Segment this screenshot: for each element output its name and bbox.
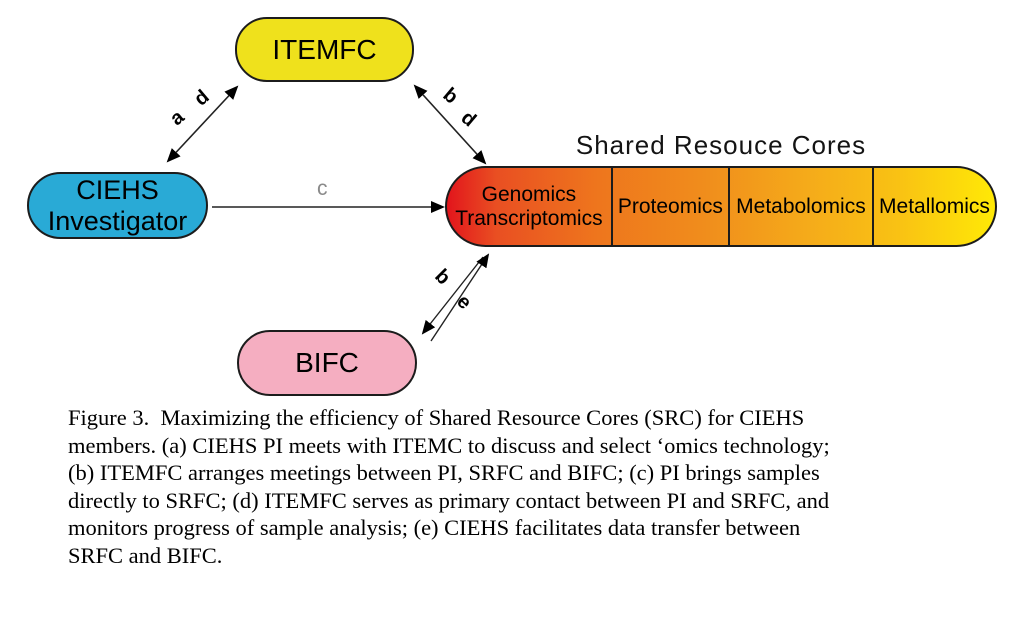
node-ciehs-label-line1: CIEHS [76, 174, 159, 205]
arrow-layer [166, 84, 490, 342]
arrow-label-c: c [317, 177, 328, 200]
src-transcriptomics-label: Transcriptomics [455, 206, 603, 230]
arrow-itemfc-src [413, 84, 487, 165]
shared-resource-cores-title: Shared Resouce Cores [575, 130, 867, 160]
node-bifc: BIFC [237, 330, 417, 396]
figure-caption: Figure 3. Maximizing the efficiency of S… [68, 404, 830, 569]
src-metallomics-label: Metallomics [879, 194, 990, 218]
caption-line-2: members. (a) CIEHS PI meets with ITEMC t… [68, 432, 830, 458]
caption-line-1: Figure 3. Maximizing the efficiency of S… [68, 405, 805, 430]
node-itemfc-label: ITEMFC [272, 33, 377, 65]
arrow-bifc-src [430, 253, 490, 342]
arrow-ciehs-itemfc [166, 85, 239, 163]
caption-line-4: directly to SRFC; (d) ITEMFC serves as p… [68, 487, 830, 513]
node-ciehs-investigator: CIEHS Investigator [27, 172, 208, 239]
src-metabolomics-label: Metabolomics [736, 194, 866, 218]
src-section-metallomics: Metallomics [871, 168, 995, 245]
src-section-proteomics: Proteomics [610, 168, 728, 245]
node-itemfc: ITEMFC [235, 17, 414, 82]
node-bifc-label: BIFC [295, 347, 359, 378]
shared-resource-cores-bar: Genomics Transcriptomics Proteomics Meta… [445, 166, 997, 247]
node-ciehs-label-line2: Investigator [47, 205, 188, 236]
caption-line-6: SRFC and BIFC. [68, 542, 223, 568]
src-proteomics-label: Proteomics [617, 194, 723, 218]
caption-line-3: (b) ITEMFC arranges meetings between PI,… [68, 460, 820, 485]
src-section-genomics-transcriptomics: Genomics Transcriptomics [447, 168, 611, 245]
arrow-src-bifc [421, 256, 484, 335]
src-genomics-label: Genomics [481, 182, 577, 206]
caption-line-5: monitors progress of sample analysis; (e… [68, 515, 801, 540]
src-section-metabolomics: Metabolomics [727, 168, 872, 245]
